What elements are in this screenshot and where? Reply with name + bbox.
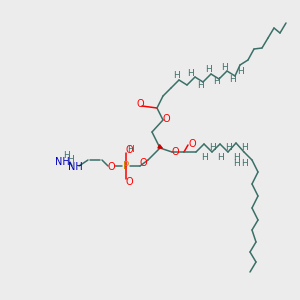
Text: NH: NH <box>55 157 69 167</box>
Text: O: O <box>171 147 179 157</box>
Text: H: H <box>205 65 212 74</box>
Text: H: H <box>208 143 215 152</box>
Text: H: H <box>232 158 239 167</box>
Text: O: O <box>125 145 133 155</box>
Text: H: H <box>241 158 248 167</box>
Text: O: O <box>139 158 147 168</box>
Text: P: P <box>123 161 129 171</box>
Text: H: H <box>241 143 248 152</box>
Text: O: O <box>136 99 144 109</box>
Text: O: O <box>107 162 115 172</box>
Text: H: H <box>232 152 239 161</box>
Text: H: H <box>229 76 236 85</box>
Text: H: H <box>225 143 231 152</box>
Text: H: H <box>201 152 207 161</box>
Text: H: H <box>67 154 73 164</box>
Text: H: H <box>217 152 224 161</box>
Text: H: H <box>172 71 179 80</box>
Text: H: H <box>237 68 243 76</box>
Text: H: H <box>213 77 219 86</box>
Text: H: H <box>220 62 227 71</box>
Text: O: O <box>162 114 170 124</box>
Text: H: H <box>196 80 203 89</box>
Text: O: O <box>188 139 196 149</box>
Text: H: H <box>63 151 69 160</box>
Text: O: O <box>125 177 133 187</box>
Text: NH: NH <box>68 162 82 172</box>
Text: H: H <box>188 68 194 77</box>
Text: H: H <box>128 146 134 154</box>
